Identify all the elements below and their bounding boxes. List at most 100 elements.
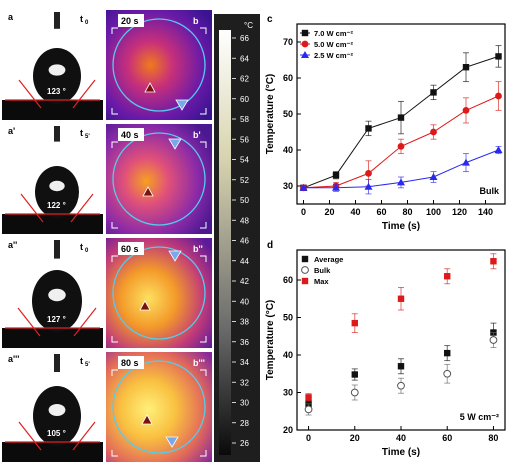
y-tick-label: 60 bbox=[283, 73, 293, 83]
colorbar-tick-label: 66 bbox=[240, 34, 249, 43]
panel-row: a'' t 0 127 ° 60 s b'' bbox=[2, 238, 212, 348]
droplet-highlight bbox=[48, 64, 66, 76]
data-point bbox=[494, 146, 503, 153]
y-axis-label: Temperature (°C) bbox=[265, 300, 276, 381]
thermal-image bbox=[106, 352, 212, 462]
series-2 bbox=[305, 253, 497, 402]
min-temp-marker bbox=[168, 138, 182, 150]
needle bbox=[54, 240, 60, 259]
colorbar-tick-label: 54 bbox=[240, 156, 249, 165]
series-0 bbox=[305, 322, 497, 410]
tangent-line-left bbox=[17, 307, 41, 337]
tangent-line-right bbox=[70, 193, 94, 223]
x-tick-label: 60 bbox=[376, 207, 386, 217]
data-point bbox=[365, 170, 372, 177]
data-point bbox=[301, 255, 309, 263]
series-1 bbox=[300, 81, 502, 192]
y-axis-label: Temperature (°C) bbox=[265, 74, 276, 155]
colorbar-tick-label: 34 bbox=[240, 358, 249, 367]
needle bbox=[54, 354, 60, 372]
series-1 bbox=[304, 332, 498, 416]
thermal-image bbox=[106, 10, 212, 120]
droplet bbox=[33, 48, 81, 104]
colorbar-tick-label: 42 bbox=[240, 277, 249, 286]
droplet-highlight bbox=[49, 180, 65, 192]
droplet-highlight bbox=[48, 404, 66, 416]
ir-panel-letter: b bbox=[193, 16, 199, 26]
chart-annotation: 5 W cm⁻² bbox=[460, 412, 499, 422]
y-tick-label: 40 bbox=[283, 350, 293, 360]
tangent-line-right bbox=[72, 421, 96, 451]
data-point bbox=[462, 107, 470, 114]
colorbar-tick-label: 60 bbox=[240, 95, 249, 104]
colorbar-tick-label: 52 bbox=[240, 176, 249, 185]
legend-label: Max bbox=[314, 277, 329, 286]
max-temp-marker bbox=[141, 414, 153, 425]
tangent-line-right bbox=[73, 307, 97, 337]
panel-letter: d bbox=[267, 240, 273, 251]
colorbar-tick-label: 48 bbox=[240, 216, 249, 225]
colorbar-tick-label: 44 bbox=[240, 257, 249, 266]
x-tick-label: 60 bbox=[442, 433, 452, 443]
ir-time-box bbox=[118, 14, 144, 27]
tangent-line-left bbox=[18, 421, 42, 451]
y-tick-label: 30 bbox=[283, 388, 293, 398]
roi-circle bbox=[112, 18, 206, 112]
chart-annotation: Bulk bbox=[479, 186, 499, 196]
ir-time-label: 80 s bbox=[121, 358, 139, 368]
data-point bbox=[364, 182, 373, 190]
droplet bbox=[35, 166, 79, 218]
needle bbox=[54, 126, 60, 142]
data-point bbox=[301, 29, 309, 37]
thermal-image bbox=[106, 124, 212, 234]
corner-bracket bbox=[200, 141, 207, 148]
corner-bracket bbox=[200, 255, 207, 262]
y-tick-label: 60 bbox=[283, 275, 293, 285]
series-0 bbox=[300, 45, 502, 191]
data-point bbox=[365, 125, 372, 132]
data-point bbox=[489, 336, 498, 344]
data-point bbox=[397, 114, 405, 121]
corner-bracket bbox=[200, 222, 207, 229]
min-temp-marker bbox=[168, 250, 182, 262]
ir-time-box bbox=[118, 128, 144, 141]
data-point bbox=[351, 371, 358, 378]
roi-circle bbox=[112, 246, 206, 340]
panel-row: a t 0 123 ° 20 s b bbox=[2, 10, 212, 120]
ir-time-box bbox=[118, 242, 144, 255]
substrate bbox=[2, 214, 103, 234]
data-point bbox=[490, 258, 497, 265]
ir-panel-letter: b' bbox=[193, 130, 201, 140]
data-point bbox=[397, 178, 405, 186]
colorbar-tick-label: 36 bbox=[240, 338, 249, 347]
substrate bbox=[2, 100, 103, 120]
time-label: t bbox=[80, 128, 83, 138]
ir-time-label: 60 s bbox=[121, 244, 139, 254]
panel-row: a''' t 5' 105 ° 80 s b''' bbox=[2, 352, 212, 462]
tangent-line-right bbox=[72, 79, 96, 109]
x-tick-label: 100 bbox=[426, 207, 441, 217]
data-point bbox=[462, 64, 470, 71]
corner-bracket bbox=[111, 369, 118, 376]
y-tick-label: 40 bbox=[283, 145, 293, 155]
x-axis-label: Time (s) bbox=[382, 447, 420, 458]
time-label-subscript: 5' bbox=[85, 134, 90, 140]
corner-bracket bbox=[200, 369, 207, 376]
data-point bbox=[299, 183, 308, 191]
x-tick-label: 20 bbox=[350, 433, 360, 443]
y-tick-label: 70 bbox=[283, 37, 293, 47]
x-axis-label: Time (s) bbox=[382, 221, 420, 232]
x-tick-label: 80 bbox=[402, 207, 412, 217]
thermal-image bbox=[106, 238, 212, 348]
panel-letter: c bbox=[267, 14, 273, 25]
corner-bracket bbox=[111, 222, 118, 229]
corner-bracket bbox=[200, 450, 207, 457]
data-point bbox=[444, 349, 451, 357]
legend-label: Bulk bbox=[314, 266, 331, 275]
min-temp-marker bbox=[175, 99, 189, 111]
y-tick-label: 20 bbox=[283, 425, 293, 435]
max-temp-marker bbox=[144, 82, 156, 93]
data-point bbox=[332, 183, 340, 191]
ir-panel-letter: b''' bbox=[193, 358, 205, 368]
